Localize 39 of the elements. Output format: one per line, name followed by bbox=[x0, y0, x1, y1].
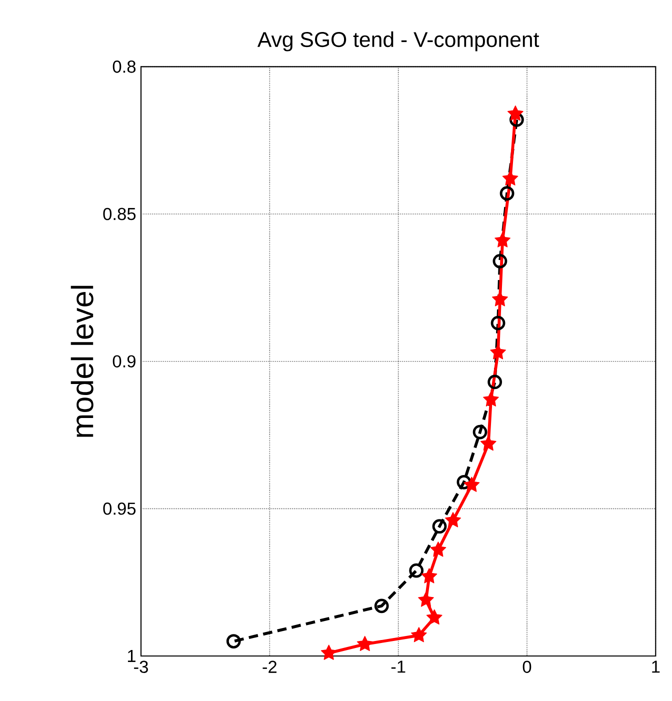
x-tick-label: 1 bbox=[652, 660, 660, 673]
point bbox=[502, 170, 518, 186]
point bbox=[410, 627, 427, 642]
x-tick-label: -1 bbox=[391, 660, 406, 673]
point bbox=[320, 644, 337, 660]
point bbox=[472, 424, 488, 440]
y-tick-label: 0.85 bbox=[103, 208, 136, 220]
point bbox=[421, 568, 438, 584]
point bbox=[509, 112, 524, 127]
point bbox=[356, 636, 373, 652]
point bbox=[426, 609, 442, 625]
x-tick-label: -2 bbox=[262, 660, 276, 673]
y-tick-label: 0.9 bbox=[112, 355, 136, 368]
point bbox=[456, 474, 472, 490]
point bbox=[409, 563, 424, 578]
point bbox=[507, 105, 524, 121]
chart-title: Avg SGO tend - V-component bbox=[257, 31, 540, 52]
point bbox=[480, 436, 496, 451]
point bbox=[432, 519, 447, 534]
point bbox=[483, 391, 499, 406]
point bbox=[492, 291, 508, 306]
x-tick-label: 0 bbox=[522, 660, 532, 673]
y-tick-label: 1 bbox=[128, 650, 136, 662]
y-tick-label: 0.95 bbox=[103, 502, 136, 515]
point bbox=[500, 186, 514, 201]
x-tick-label: -3 bbox=[134, 660, 148, 673]
point bbox=[430, 542, 446, 557]
y-axis-title: model level bbox=[70, 286, 94, 437]
point bbox=[490, 344, 506, 360]
y-tick-label: 0.8 bbox=[112, 60, 136, 73]
point bbox=[445, 512, 461, 528]
point bbox=[374, 598, 389, 614]
point bbox=[494, 232, 510, 248]
point bbox=[492, 254, 508, 268]
point bbox=[226, 634, 241, 648]
point bbox=[464, 476, 480, 492]
point bbox=[488, 374, 502, 390]
point bbox=[418, 592, 434, 607]
point bbox=[490, 316, 506, 330]
